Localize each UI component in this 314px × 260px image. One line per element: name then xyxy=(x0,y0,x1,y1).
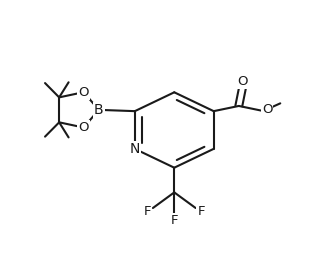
Text: O: O xyxy=(78,86,89,99)
Text: B: B xyxy=(94,103,104,117)
Text: F: F xyxy=(143,205,151,218)
Text: O: O xyxy=(237,75,248,88)
Text: O: O xyxy=(262,103,272,116)
Text: O: O xyxy=(78,121,89,134)
Text: F: F xyxy=(198,205,205,218)
Text: F: F xyxy=(171,214,178,227)
Text: N: N xyxy=(130,142,140,156)
